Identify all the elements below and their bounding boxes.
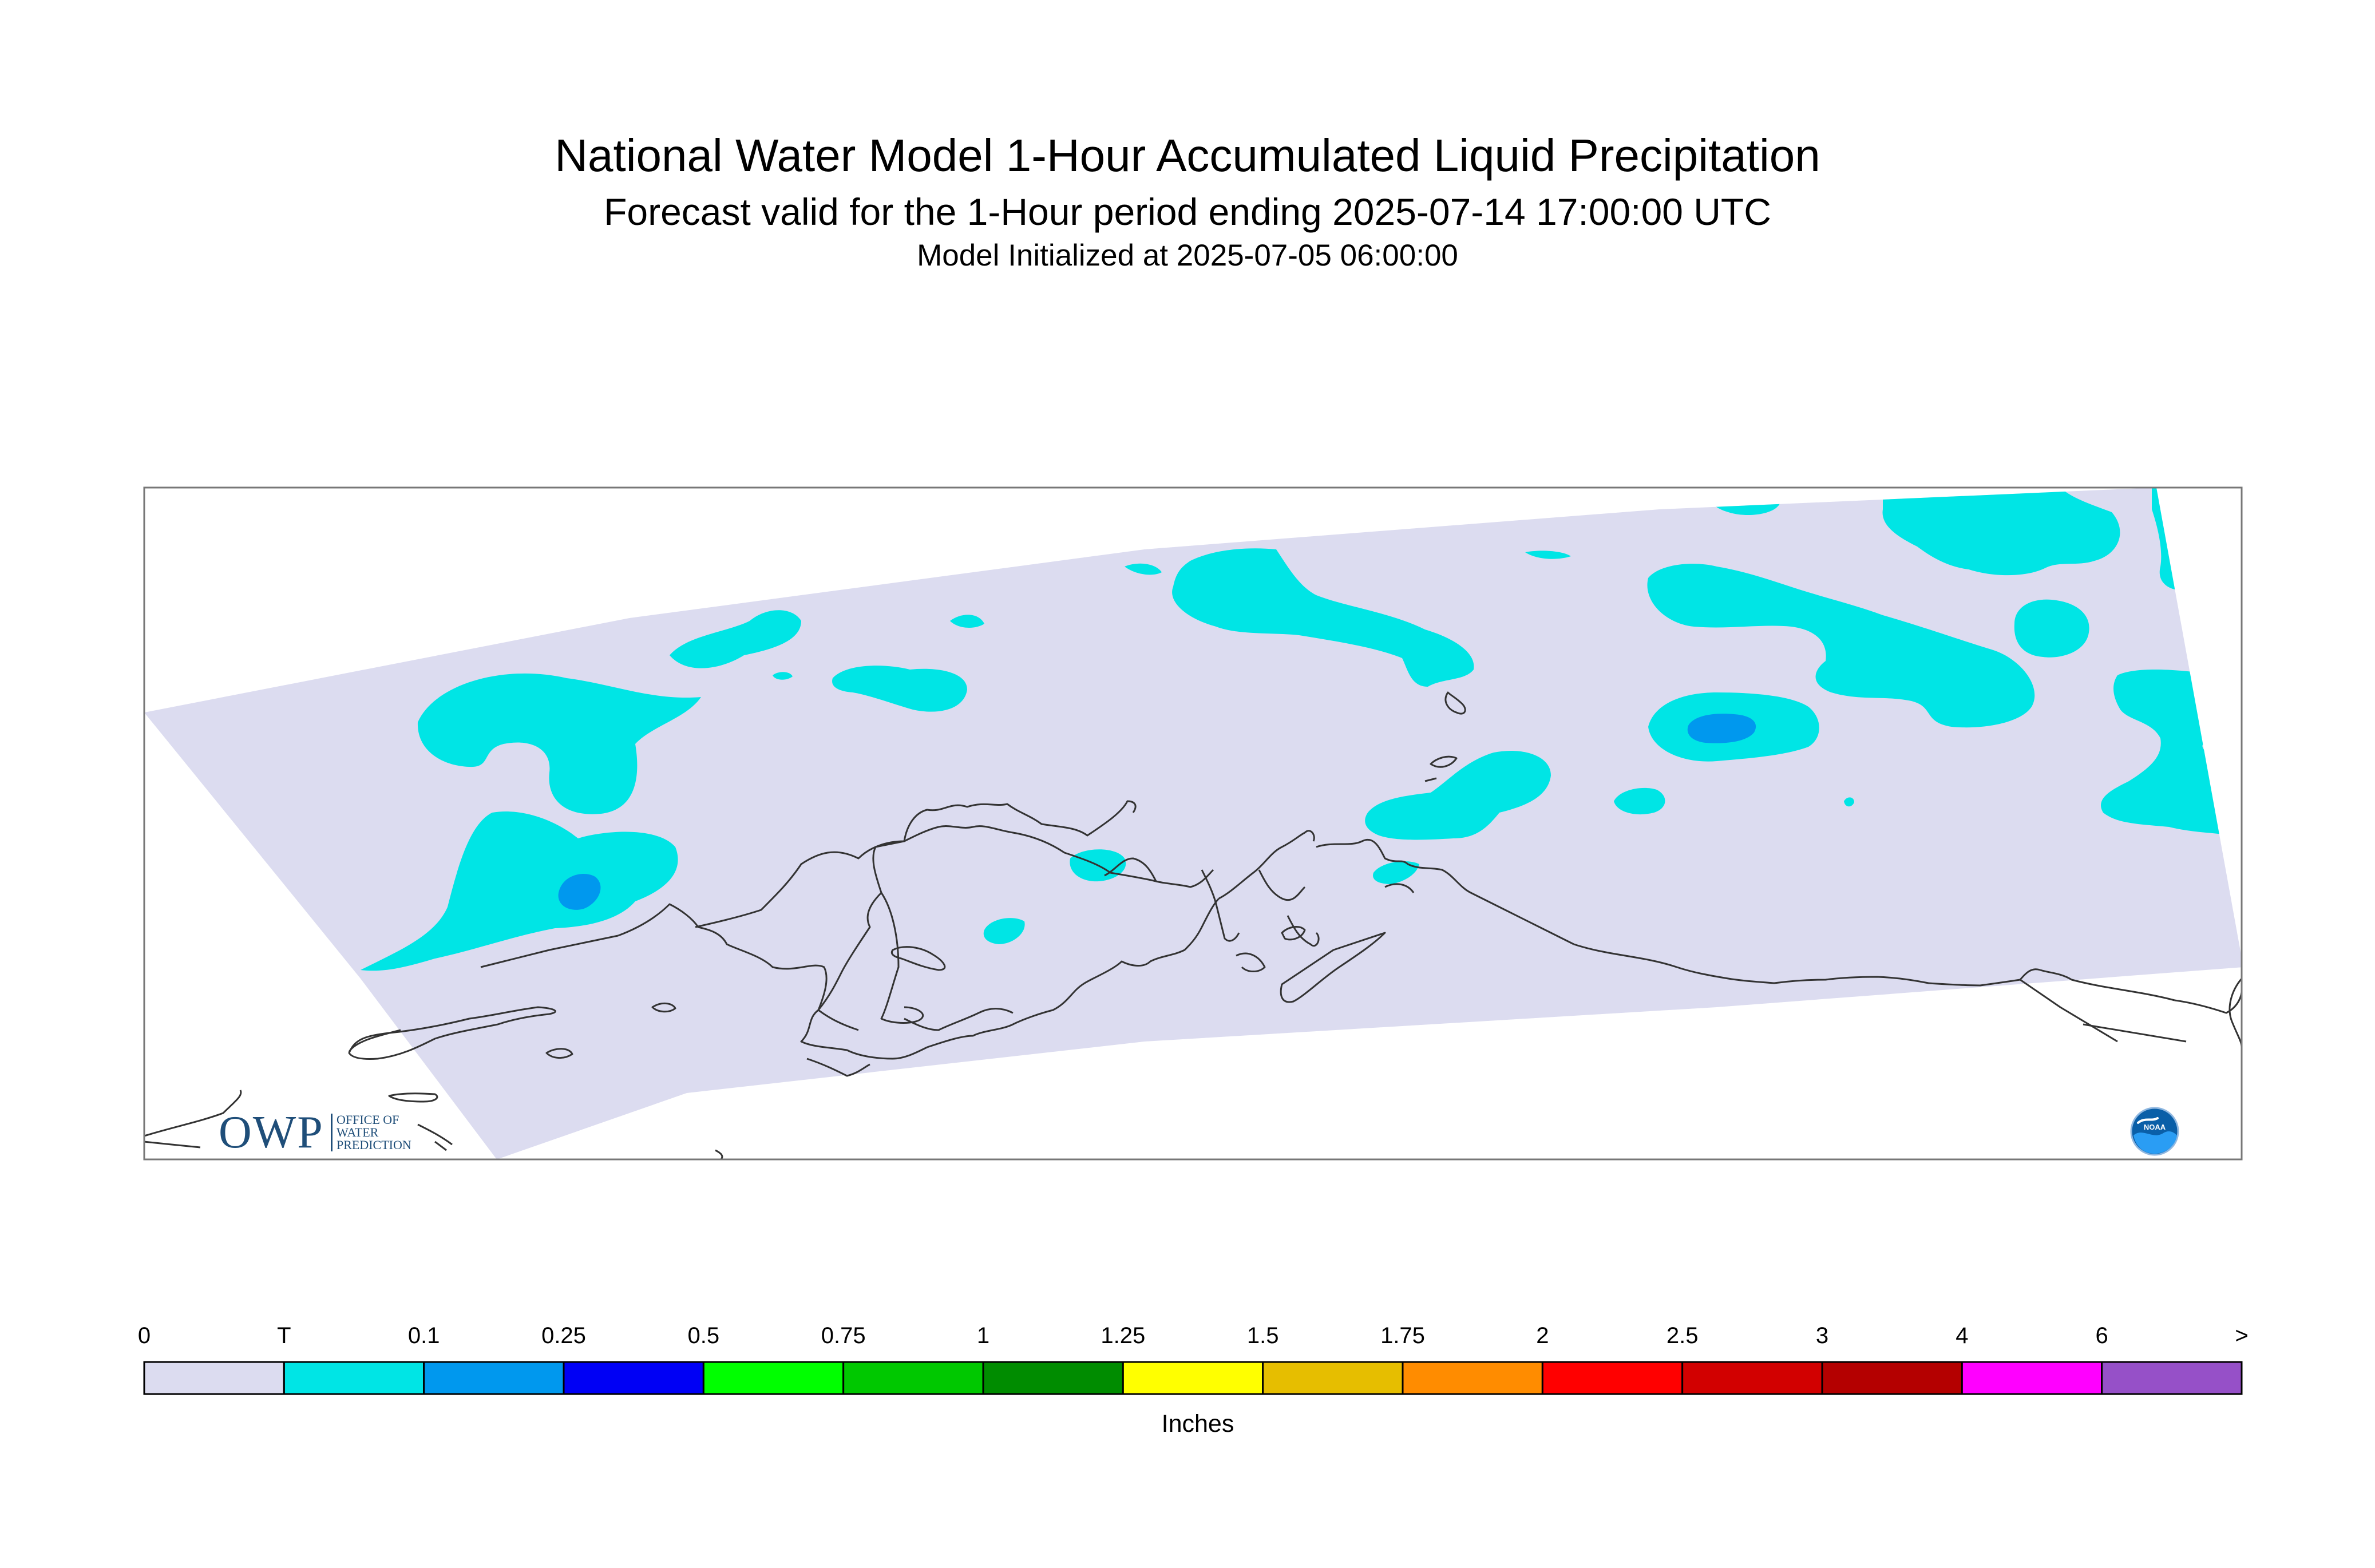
owp-logo-divider bbox=[331, 1114, 332, 1151]
colorbar-bin-4 bbox=[702, 1361, 845, 1395]
model-domain bbox=[144, 488, 2242, 1159]
owp-logo-letters: OWP bbox=[219, 1107, 324, 1158]
colorbar-units: Inches bbox=[1161, 1410, 1234, 1438]
precip-area-north-2 bbox=[832, 666, 967, 712]
precip-area-east-5 bbox=[1844, 797, 1854, 807]
colorbar-tick-label: 0.25 bbox=[541, 1323, 586, 1348]
precip-area-northeast-1 bbox=[1525, 551, 1571, 559]
precip-area-east-4 bbox=[1614, 787, 1665, 815]
precip-area-north-5 bbox=[1125, 563, 1162, 575]
precip-area-central-north bbox=[1172, 548, 1474, 687]
precip-area-inland-2 bbox=[983, 918, 1025, 944]
colorbar-bin-12 bbox=[1821, 1361, 1963, 1395]
map-frame bbox=[143, 486, 2243, 1161]
colorbar-tick-label: 3 bbox=[1815, 1323, 1829, 1348]
colorbar-bin-2 bbox=[423, 1361, 565, 1395]
colorbar-bin-8 bbox=[1262, 1361, 1404, 1395]
colorbar-tick-label: 1.5 bbox=[1246, 1323, 1279, 1348]
colorbar-bin-11 bbox=[1681, 1361, 1823, 1395]
owp-logo-line-1: OFFICE OF bbox=[337, 1112, 399, 1127]
colorbar-bin-9 bbox=[1402, 1361, 1543, 1395]
precip-area-west bbox=[417, 673, 701, 814]
precipitation-areas bbox=[361, 488, 2232, 971]
owp-logo-line-2: WATER bbox=[337, 1125, 379, 1139]
colorbar bbox=[143, 1361, 2243, 1395]
colorbar-bin-3 bbox=[563, 1361, 704, 1395]
owp-logo-line-3: PREDICTION bbox=[337, 1138, 411, 1152]
noaa-logo: NOAA bbox=[2130, 1107, 2179, 1156]
map-subtitle: Forecast valid for the 1-Hour period end… bbox=[604, 191, 1771, 233]
svg-text:NOAA: NOAA bbox=[2144, 1123, 2166, 1131]
colorbar-tick-label: 4 bbox=[1956, 1323, 1969, 1348]
colorbar-tick-label: 1 bbox=[976, 1323, 990, 1348]
precip-area-east-2 bbox=[2014, 599, 2089, 658]
colorbar-tick-label: 0 bbox=[137, 1323, 151, 1348]
light-precip-southwest bbox=[558, 874, 601, 910]
colorbar-bin-7 bbox=[1122, 1361, 1264, 1395]
model-init-time: Model Initialized at 2025-07-05 06:00:00 bbox=[917, 239, 1458, 272]
colorbar-tick-label: 6 bbox=[2095, 1323, 2108, 1348]
colorbar-tick-label: 2.5 bbox=[1666, 1323, 1699, 1348]
owp-logo: OWP OFFICE OF WATER PREDICTION bbox=[219, 1107, 436, 1158]
colorbar-tick-label: 0.5 bbox=[687, 1323, 720, 1348]
precip-area-north-3 bbox=[950, 615, 984, 628]
precip-area-north-1 bbox=[670, 610, 801, 668]
map-title: National Water Model 1-Hour Accumulated … bbox=[555, 130, 1820, 181]
colorbar-tick-label: 0.75 bbox=[821, 1323, 866, 1348]
precip-area-southwest bbox=[361, 811, 678, 971]
map-content bbox=[144, 488, 2242, 1159]
colorbar-bin-10 bbox=[1541, 1361, 1684, 1395]
precip-area-central bbox=[1365, 750, 1551, 840]
coastline bbox=[144, 691, 2242, 1159]
precip-area-coastal bbox=[1373, 861, 1419, 884]
light-precip-east bbox=[1687, 714, 1756, 743]
precip-area-north-4 bbox=[773, 672, 793, 680]
colorbar-bin-6 bbox=[982, 1361, 1124, 1395]
colorbar-tick-label: 1.75 bbox=[1380, 1323, 1425, 1348]
colorbar-tick-label: 1.25 bbox=[1101, 1323, 1146, 1348]
colorbar-tick-label: 2 bbox=[1536, 1323, 1549, 1348]
precip-area-east-1 bbox=[1647, 564, 2035, 728]
colorbar-bin-13 bbox=[1961, 1361, 2103, 1395]
colorbar-bin-14 bbox=[2101, 1361, 2243, 1395]
colorbar-tick-label: 0.1 bbox=[407, 1323, 440, 1348]
precip-area-northeast-3 bbox=[1882, 488, 2120, 576]
colorbar-bin-5 bbox=[842, 1361, 984, 1395]
colorbar-bin-1 bbox=[283, 1361, 425, 1395]
colorbar-bin-0 bbox=[143, 1361, 285, 1395]
colorbar-tick-label: > bbox=[2235, 1323, 2249, 1348]
colorbar-tick-label: T bbox=[277, 1323, 291, 1348]
